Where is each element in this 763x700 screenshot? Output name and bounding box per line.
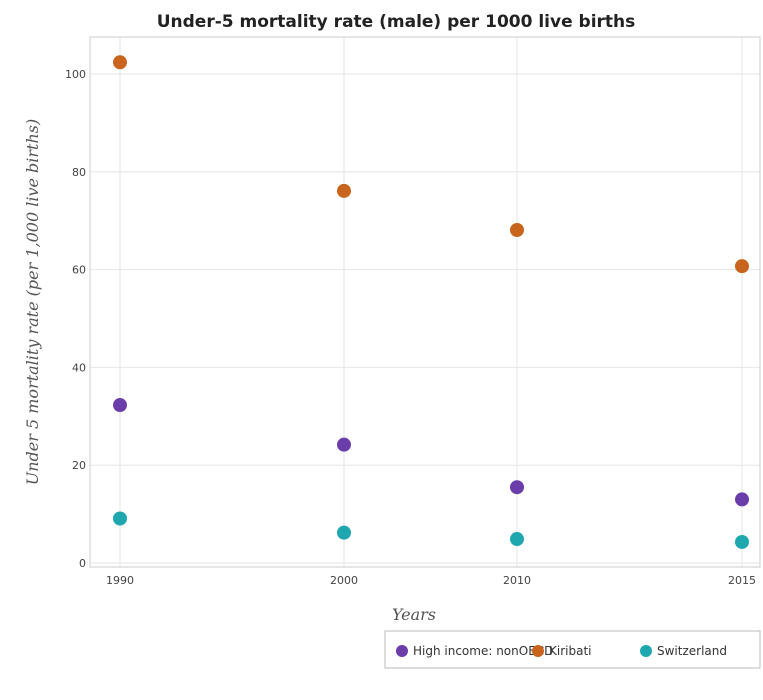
data-point[interactable] <box>510 532 524 547</box>
y-axis-label: Under 5 mortality rate (per 1,000 live b… <box>23 119 42 485</box>
legend-item: Switzerland <box>640 644 727 658</box>
legend-box <box>384 630 761 669</box>
legend-item: Kiribati <box>532 644 591 658</box>
legend-label: Kiribati <box>549 644 591 658</box>
chart-title: Under-5 mortality rate (male) per 1000 l… <box>157 12 636 32</box>
data-point[interactable] <box>510 480 524 495</box>
x-tick-label: 2000 <box>330 574 358 587</box>
y-tick-label: 100 <box>65 68 86 81</box>
x-tick-label: 2015 <box>728 574 756 587</box>
data-point[interactable] <box>337 183 351 198</box>
data-point[interactable] <box>337 437 351 452</box>
data-point[interactable] <box>735 259 749 274</box>
x-tick-label: 1990 <box>106 574 134 587</box>
legend-item: High income: nonOECD <box>396 644 553 658</box>
data-point[interactable] <box>113 511 127 526</box>
y-tick-label: 0 <box>79 557 86 570</box>
data-point[interactable] <box>337 525 351 540</box>
x-axis-label: Years <box>392 605 436 624</box>
x-tick-label: 2010 <box>503 574 531 587</box>
data-point[interactable] <box>735 534 749 549</box>
series-kiribati <box>113 55 749 274</box>
y-tick-label: 40 <box>72 361 86 374</box>
data-point[interactable] <box>113 398 127 413</box>
grid-lines <box>90 37 760 567</box>
series-high-income-nonoecd <box>113 398 749 507</box>
y-axis-ticks: 0 20 40 60 80 100 <box>65 68 86 570</box>
x-axis-ticks: 1990 2000 2010 2015 <box>106 574 756 587</box>
data-point[interactable] <box>510 222 524 237</box>
legend-label: High income: nonOECD <box>413 644 553 658</box>
legend-marker <box>396 645 408 657</box>
data-point[interactable] <box>735 492 749 507</box>
y-tick-label: 20 <box>72 459 86 472</box>
data-point[interactable] <box>113 55 127 70</box>
plot-frame <box>89 36 761 568</box>
y-tick-label: 60 <box>72 264 86 277</box>
legend-marker <box>532 645 544 657</box>
data-points <box>113 55 749 549</box>
series-switzerland <box>113 511 749 549</box>
y-tick-label: 80 <box>72 166 86 179</box>
legend-label: Switzerland <box>657 644 727 658</box>
legend-marker <box>640 645 652 657</box>
